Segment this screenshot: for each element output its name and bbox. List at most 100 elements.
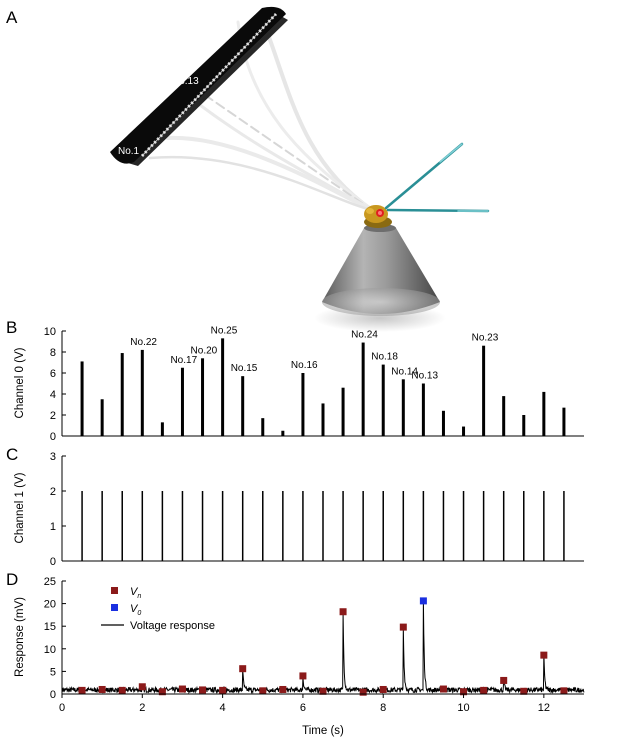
bar-annotation: No.25 (211, 325, 238, 336)
panel-letter-d: D (6, 570, 18, 589)
chart-c-ytick-label: 1 (50, 521, 56, 533)
bar-channel1 (462, 491, 465, 561)
chart-d-ytick-label: 10 (44, 644, 56, 656)
array-label-no1: No.1 (118, 146, 140, 157)
chart-d-ytick-label: 15 (44, 621, 56, 633)
legend-v0-label: V0 (130, 603, 141, 617)
chart-d-ytick-label: 0 (50, 689, 56, 701)
chart-d-xtick-label: 8 (380, 702, 386, 714)
bar-channel1 (302, 491, 304, 561)
bar-channel1 (322, 491, 324, 561)
bar-annotation: No.14 (391, 366, 418, 377)
chart-d-ylabel: Response (mV) (14, 597, 26, 677)
bar-channel1 (482, 491, 485, 561)
chart-d-xtick-label: 12 (538, 702, 550, 714)
marker-vn (379, 685, 387, 693)
bar-channel0 (401, 379, 405, 436)
marker-vn (339, 608, 347, 616)
panel-letter-b: B (6, 318, 17, 337)
bar-channel1 (241, 491, 244, 561)
bar-channel0 (281, 430, 285, 436)
marker-vn (520, 687, 528, 695)
chart-d-legend: Vn V0 Voltage response (101, 586, 215, 632)
bar-channel0 (160, 422, 164, 436)
bar-channel1 (262, 491, 264, 561)
bar-annotation: No.20 (191, 345, 218, 356)
bar-channel0 (180, 367, 184, 436)
chart-c-ytick-label: 2 (50, 486, 56, 498)
bar-channel0 (301, 373, 305, 436)
legend-vn-label: Vn (130, 586, 141, 600)
chart-b-ytick-label: 0 (50, 431, 56, 443)
bar-annotation: No.23 (472, 333, 499, 344)
marker-vn (460, 688, 468, 696)
marker-vn (319, 687, 327, 695)
bar-channel0 (321, 403, 325, 436)
bar-channel0 (462, 426, 466, 436)
bar-channel0 (441, 410, 445, 436)
bar-annotation: No.22 (130, 337, 157, 348)
cone-stand (314, 224, 446, 332)
chart-channel1: 0 1 2 3 Channel 1 (V) (14, 451, 584, 568)
marker-vn (299, 672, 307, 680)
chart-b-ytick-label: 10 (44, 326, 56, 338)
panel-letter-c: C (6, 445, 18, 464)
legend-vn-swatch (111, 587, 118, 594)
bar-channel1 (342, 491, 344, 561)
bar-channel0 (502, 396, 506, 436)
bar-channel0 (261, 418, 265, 436)
legend-line-label: Voltage response (130, 620, 215, 632)
chart-c-ytick-label: 3 (50, 451, 56, 463)
marker-vn (138, 683, 146, 691)
bar-annotation: No.15 (231, 363, 258, 374)
marker-v0 (419, 597, 427, 605)
marker-vn (78, 686, 86, 694)
bar-channel0 (241, 376, 245, 436)
bar-channel1 (161, 491, 164, 561)
array-label-no13: No.13 (172, 76, 199, 87)
bar-channel1 (362, 491, 364, 561)
bar-channel1 (282, 491, 284, 561)
marker-vn (259, 687, 267, 695)
marker-vn (560, 687, 568, 695)
bar-channel1 (221, 491, 224, 561)
bar-channel0 (421, 383, 425, 436)
chart-d-ytick-label: 5 (50, 666, 56, 678)
bar-channel1 (442, 491, 445, 561)
bar-annotation: No.16 (291, 360, 318, 371)
marker-vn (500, 676, 508, 684)
bar-channel1 (523, 491, 525, 561)
chart-d-xlabel: Time (s) (302, 725, 344, 737)
chart-b-ytick-label: 8 (50, 347, 56, 359)
bar-channel0 (381, 364, 385, 436)
array-label-no25: No.25 (224, 10, 251, 21)
bar-channel0 (221, 338, 225, 436)
legend-v0-swatch (111, 604, 118, 611)
bar-channel1 (121, 491, 123, 561)
bar-channel0 (361, 342, 365, 436)
chart-d-xtick-label: 2 (139, 702, 145, 714)
bar-channel1 (502, 491, 505, 561)
chart-c-ytick-label: 0 (50, 556, 56, 568)
bar-channel1 (101, 491, 103, 561)
bar-channel1 (141, 491, 144, 561)
bar-channel0 (482, 345, 486, 436)
animal-head (364, 205, 392, 228)
chart-d-ytick-label: 25 (44, 576, 56, 588)
led-array-strip: No.25 No.13 No.1 (110, 6, 288, 166)
chart-d-ytick-label: 20 (44, 599, 56, 611)
marker-vn (219, 686, 227, 694)
bar-channel1 (563, 491, 565, 561)
bar-channel0 (120, 353, 124, 436)
bar-channel1 (81, 491, 83, 561)
marker-vn (98, 685, 106, 693)
chart-d-xtick-label: 6 (300, 702, 306, 714)
bar-annotation: No.18 (371, 352, 398, 363)
bar-channel0 (201, 358, 205, 436)
bar-channel1 (201, 491, 204, 561)
bar-channel0 (542, 391, 546, 436)
chart-d-xtick-label: 4 (220, 702, 226, 714)
chart-b-ylabel: Channel 0 (V) (14, 347, 26, 418)
marker-vn (118, 686, 126, 694)
